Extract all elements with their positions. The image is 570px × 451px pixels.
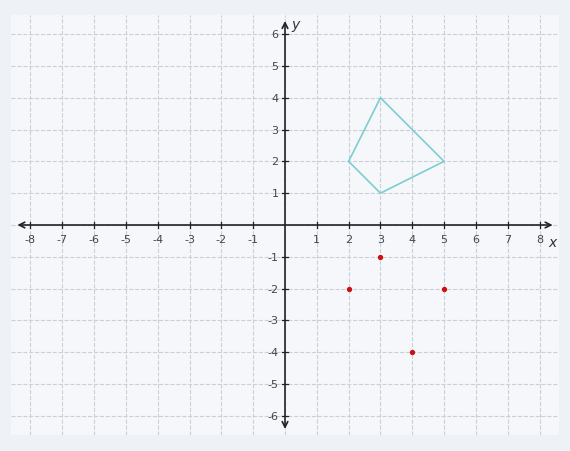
Text: 6: 6	[272, 30, 279, 40]
Text: 3: 3	[272, 125, 279, 135]
Text: -5: -5	[120, 235, 132, 244]
Text: x: x	[549, 235, 557, 249]
Text: -3: -3	[268, 316, 279, 326]
Text: 5: 5	[441, 235, 447, 244]
Text: -4: -4	[152, 235, 164, 244]
Text: 1: 1	[272, 189, 279, 199]
Text: 5: 5	[272, 62, 279, 72]
Text: 7: 7	[504, 235, 511, 244]
Text: -3: -3	[184, 235, 195, 244]
Text: -6: -6	[268, 411, 279, 421]
Text: -5: -5	[268, 379, 279, 389]
Text: 2: 2	[271, 157, 279, 167]
Text: -2: -2	[267, 284, 279, 294]
Text: -1: -1	[248, 235, 259, 244]
Text: y: y	[291, 18, 300, 32]
Text: -7: -7	[57, 235, 68, 244]
Text: -6: -6	[88, 235, 100, 244]
Text: 4: 4	[271, 93, 279, 104]
Text: -2: -2	[216, 235, 227, 244]
Text: 3: 3	[377, 235, 384, 244]
Text: -1: -1	[268, 252, 279, 262]
Text: -8: -8	[25, 235, 36, 244]
Text: 2: 2	[345, 235, 352, 244]
Text: 1: 1	[314, 235, 320, 244]
Text: 8: 8	[536, 235, 543, 244]
Text: 6: 6	[473, 235, 479, 244]
Text: 4: 4	[409, 235, 416, 244]
Text: -4: -4	[267, 347, 279, 358]
